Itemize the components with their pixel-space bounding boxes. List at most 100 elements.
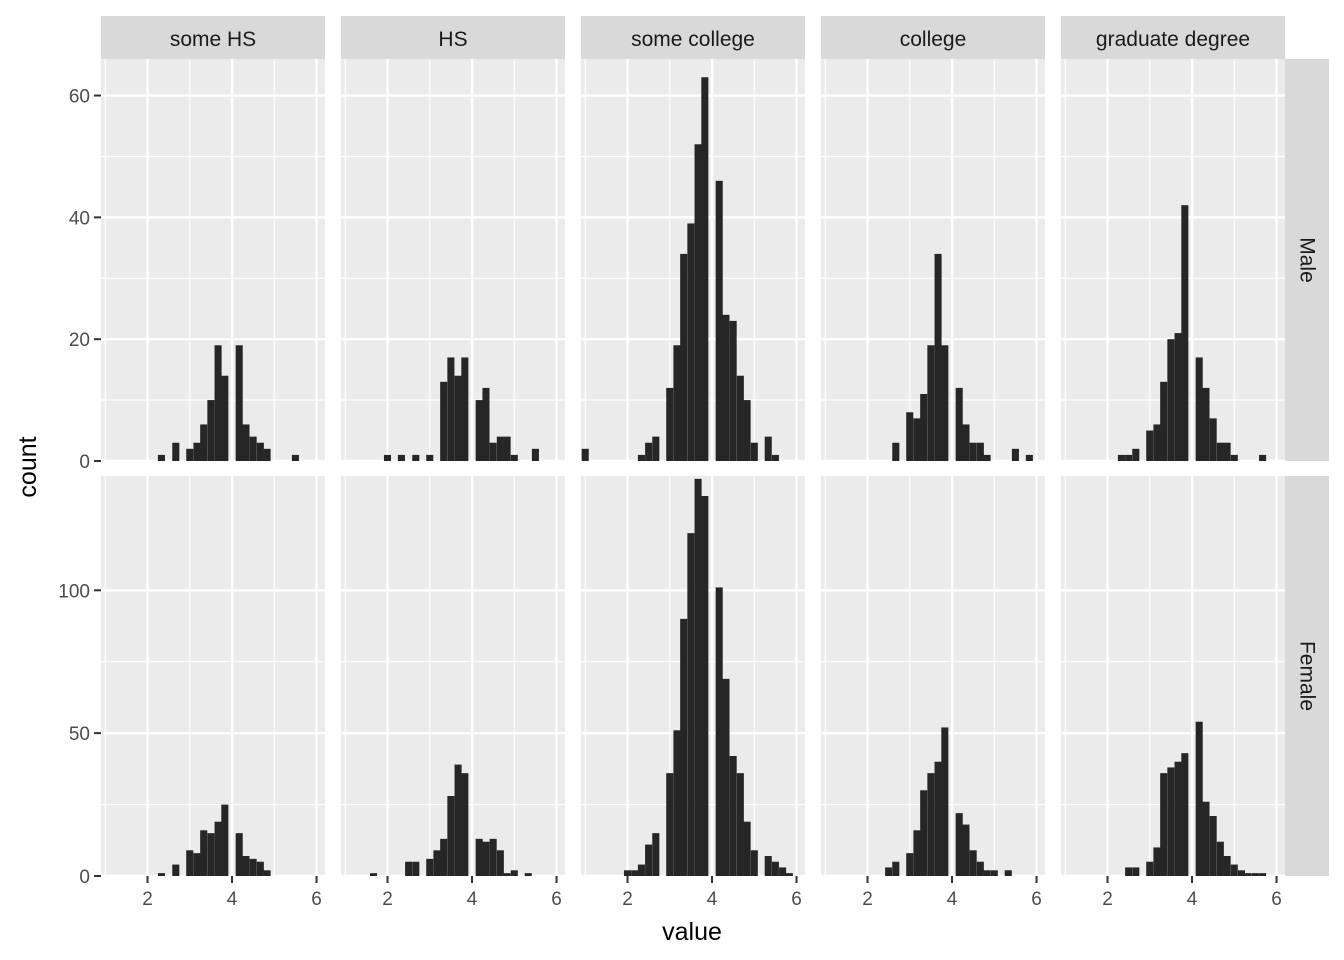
x-tick-label: 2 [142,889,153,910]
histogram-bar [1181,753,1189,876]
histogram-bar [172,864,180,876]
histogram-bar [221,375,229,461]
x-axis-title: value [662,918,722,946]
histogram-bar [1230,454,1238,461]
y-axes: 0 20 40 60 0 50 100 [58,87,101,888]
histogram-bar [235,345,243,461]
y-tick-label: 0 [79,452,90,473]
histogram-bar [1004,870,1012,876]
histogram-bar [1237,870,1245,876]
histogram-bar [263,448,271,461]
histogram-bar [701,496,709,876]
histogram-bar [722,678,730,876]
histogram-bar [892,861,900,876]
column-strip-bg [581,16,805,59]
y-tick-label: 60 [69,87,90,108]
histogram-bar [1223,442,1231,461]
histogram-bar [186,850,194,876]
histogram-bar [454,375,462,461]
x-tick-label: 6 [551,889,562,910]
histogram-bar [913,830,921,876]
histogram-bar [503,873,511,876]
histogram-bar [440,838,448,876]
histogram-bar [221,804,229,876]
histogram-bar [927,773,935,876]
histogram-bar [1174,761,1182,876]
x-tick-label: 4 [1187,889,1198,910]
histogram-bar [969,850,977,876]
histogram-bar [779,867,787,876]
histogram-bar [1259,454,1267,461]
column-strip-bg [1061,16,1285,59]
column-strip-bg [821,16,1045,59]
histogram-bar [722,314,730,461]
facet-panel [101,59,325,463]
column-strip-label: college [900,28,967,51]
x-tick-label: 2 [1102,889,1113,910]
histogram-bar [207,400,215,461]
histogram-bar [235,833,243,876]
histogram-bar [673,345,681,461]
histogram-bar [694,478,702,876]
column-strip-bg [341,16,565,59]
histogram-bar [645,442,653,461]
column-strip: college [821,16,1045,59]
histogram-bar [652,436,660,461]
histogram-bar [1167,767,1175,876]
histogram-bar [750,442,758,461]
histogram-bar [510,454,518,461]
histogram-bar [680,253,688,461]
histogram-bar [1160,381,1168,461]
histogram-bar [200,830,208,876]
x-tick-label: 2 [622,889,633,910]
histogram-bar [1216,442,1224,461]
x-axes: 2 4 6 2 4 6 2 4 6 2 4 6 2 4 6 [142,876,1282,910]
column-strip-label: some college [631,28,755,51]
histogram-bar [1153,424,1161,461]
histogram-bar [454,764,462,876]
column-strip: HS [341,16,565,59]
histogram-bar [962,824,970,876]
histogram-bar [934,253,942,461]
histogram-bar [482,841,490,876]
histogram-bar [1259,873,1267,876]
histogram-bar [157,454,165,461]
x-tick-label: 4 [467,889,478,910]
histogram-bar [1153,847,1161,876]
histogram-bar [242,856,250,876]
histogram-bar [1202,801,1210,876]
histogram-bar [249,436,257,461]
x-tick-label: 4 [707,889,718,910]
histogram-bar [489,838,497,876]
histogram-bar [1160,773,1168,876]
histogram-bar [743,400,751,461]
histogram-bar [1174,333,1182,461]
histogram-bar [157,873,165,876]
y-tick-label: 50 [69,724,90,745]
histogram-bar [447,357,455,461]
panel-background [101,59,325,461]
histogram-bar [750,850,758,876]
histogram-bar [764,436,772,461]
histogram-bar [461,357,469,461]
histogram-bar [475,400,483,461]
column-strip: some college [581,16,805,59]
histogram-bar [256,442,264,461]
histogram-bar [729,320,737,461]
histogram-bar [172,442,180,461]
x-tick-label: 2 [862,889,873,910]
x-tick-label: 6 [1271,889,1282,910]
histogram-bar [214,345,222,461]
histogram-bar [1251,873,1259,876]
histogram-bar [785,873,793,876]
histogram-bar [1209,418,1217,461]
histogram-bar [510,870,518,876]
histogram-bar [256,861,264,876]
column-strip-label: some HS [170,28,256,51]
histogram-bar [934,761,942,876]
histogram-bar [440,381,448,461]
row-strip-label: Male [1296,237,1319,283]
histogram-bar [666,773,674,876]
facet-panel [101,476,325,878]
histogram-bar [475,838,483,876]
